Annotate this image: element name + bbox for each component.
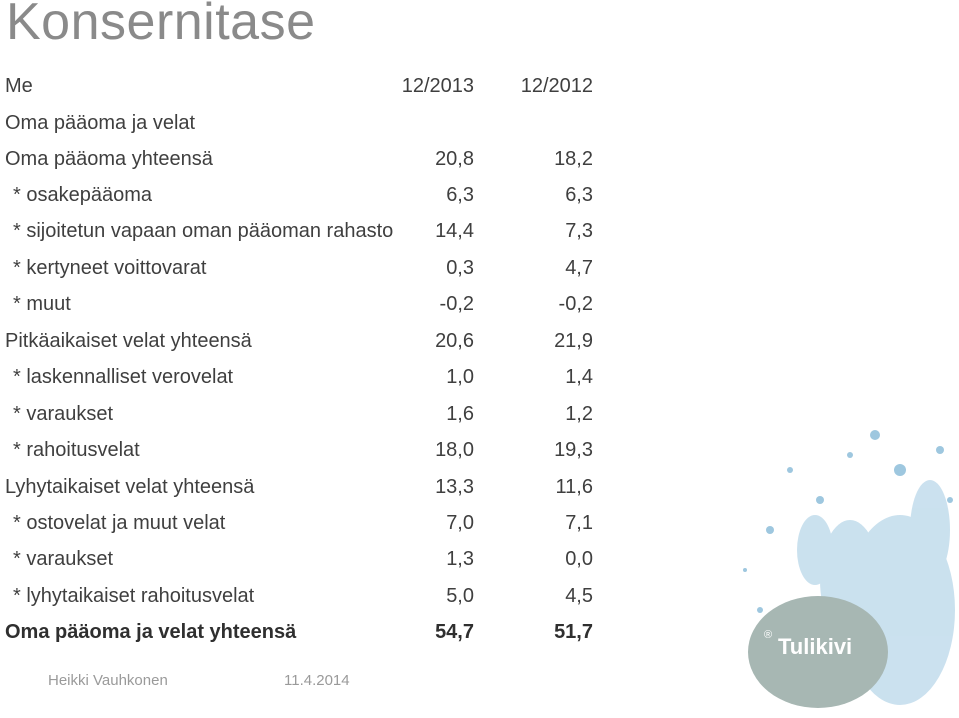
row-value-2013: 14,4 — [435, 220, 474, 242]
footer-author: Heikki Vauhkonen — [48, 672, 168, 689]
row-label: * ostovelat ja muut velat — [13, 512, 226, 534]
row-value-2012: 7,3 — [565, 220, 593, 242]
header-col-2013: 12/2013 — [401, 75, 474, 97]
row-value-2012: 6,3 — [565, 184, 593, 206]
row-label: Oma pääoma ja velat yhteensä — [5, 621, 297, 643]
row-label: * rahoitusvelat — [13, 439, 140, 461]
row-value-2012: 1,4 — [565, 366, 593, 388]
row-label: * lyhytaikaiset rahoitusvelat — [13, 585, 255, 607]
table-header: Me 12/2013 12/2012 — [0, 68, 620, 104]
row-label: Oma pääoma yhteensä — [5, 148, 213, 170]
row-value-2013: -0,2 — [439, 293, 474, 315]
row-value-2012: 1,2 — [565, 403, 593, 425]
row-value-2012: 4,5 — [565, 585, 593, 607]
row-value-2013: 7,0 — [446, 512, 474, 534]
page-title: Konsernitase — [6, 0, 316, 51]
table-row: Oma pääoma yhteensä 20,8 18,2 — [0, 141, 620, 177]
table-row: Pitkäaikaiset velat yhteensä 20,6 21,9 — [0, 323, 620, 359]
logo-disc — [748, 596, 888, 708]
row-label: * muut — [13, 293, 71, 315]
table-row: * kertyneet voittovarat 0,3 4,7 — [0, 250, 620, 286]
logo-registered-mark: ® — [764, 629, 773, 641]
table-row: * varaukset 1,3 0,0 — [0, 541, 620, 577]
row-value-2013: 1,6 — [446, 403, 474, 425]
row-value-2013: 1,3 — [446, 548, 474, 570]
row-value-2012: 11,6 — [555, 476, 593, 498]
table-row: Oma pääoma ja velat — [0, 105, 620, 141]
table-row: * rahoitusvelat 18,0 19,3 — [0, 432, 620, 468]
table-row: * sijoitetun vapaan oman pääoman rahasto… — [0, 213, 620, 249]
row-value-2013: 6,3 — [446, 184, 474, 206]
row-value-2012: 4,7 — [565, 257, 593, 279]
table-row: * muut -0,2 -0,2 — [0, 286, 620, 322]
row-label: * laskennalliset verovelat — [13, 366, 234, 388]
row-value-2013: 18,0 — [435, 439, 474, 461]
row-value-2013: 0,3 — [446, 257, 474, 279]
row-value-2013: 20,6 — [435, 330, 474, 352]
row-label: * osakepääoma — [13, 184, 152, 206]
row-label: * varaukset — [13, 548, 114, 570]
row-value-2012: 21,9 — [554, 330, 593, 352]
row-label: Pitkäaikaiset velat yhteensä — [5, 330, 252, 352]
table-row: * ostovelat ja muut velat 7,0 7,1 — [0, 505, 620, 541]
row-value-2012: 51,7 — [554, 621, 593, 643]
row-value-2012: 18,2 — [554, 148, 593, 170]
footer-date: 11.4.2014 — [284, 672, 350, 689]
table-row: Lyhytaikaiset velat yhteensä 13,3 11,6 — [0, 469, 620, 505]
table-row: * varaukset 1,6 1,2 — [0, 396, 620, 432]
header-col-2012: 12/2012 — [520, 75, 593, 97]
row-label: Lyhytaikaiset velat yhteensä — [5, 476, 255, 498]
tulikivi-logo: Tulikivi — [778, 634, 853, 659]
row-label: * varaukset — [13, 403, 114, 425]
row-value-2012: 0,0 — [565, 548, 593, 570]
row-value-2012: -0,2 — [558, 293, 593, 315]
row-value-2013: 5,0 — [446, 585, 474, 607]
row-label: * sijoitetun vapaan oman pääoman rahasto — [13, 220, 394, 242]
table-row: * lyhytaikaiset rahoitusvelat 5,0 4,5 — [0, 578, 620, 614]
row-value-2013: 13,3 — [435, 476, 474, 498]
row-value-2013: 20,8 — [435, 148, 474, 170]
row-label: * kertyneet voittovarat — [13, 257, 207, 279]
table-total-row: Oma pääoma ja velat yhteensä 54,7 51,7 — [0, 614, 620, 650]
row-value-2012: 7,1 — [565, 512, 593, 534]
row-value-2013: 1,0 — [446, 366, 474, 388]
table-row: * osakepääoma 6,3 6,3 — [0, 177, 620, 213]
table-row: * laskennalliset verovelat 1,0 1,4 — [0, 359, 620, 395]
row-value-2013: 54,7 — [435, 621, 474, 643]
row-value-2012: 19,3 — [554, 439, 593, 461]
header-unit-label: Me — [5, 75, 33, 97]
row-label: Oma pääoma ja velat — [5, 112, 196, 134]
